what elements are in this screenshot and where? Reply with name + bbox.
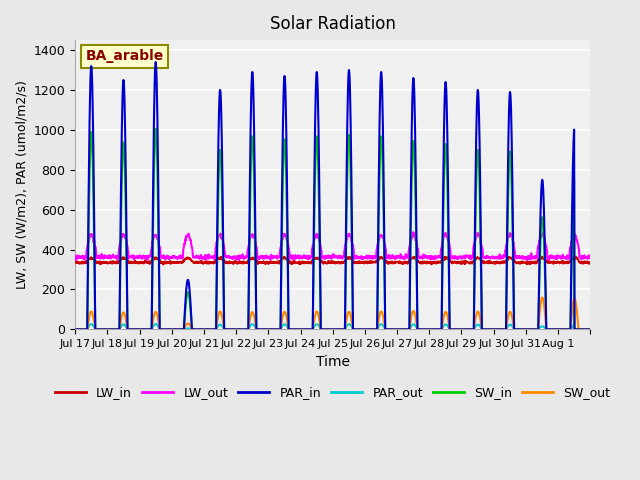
LW_in bbox=[572, 254, 579, 260]
Y-axis label: LW, SW (W/m2), PAR (umol/m2/s): LW, SW (W/m2), PAR (umol/m2/s) bbox=[15, 80, 28, 289]
Line: SW_in: SW_in bbox=[75, 129, 590, 329]
LW_out bbox=[71, 254, 79, 260]
Legend: LW_in, LW_out, PAR_in, PAR_out, SW_in, SW_out: LW_in, LW_out, PAR_in, PAR_out, SW_in, S… bbox=[50, 381, 616, 404]
PAR_in bbox=[319, 326, 327, 332]
LW_in bbox=[159, 262, 167, 267]
PAR_out bbox=[586, 326, 594, 332]
PAR_in bbox=[454, 326, 462, 332]
PAR_in bbox=[152, 61, 160, 67]
SW_out bbox=[538, 295, 546, 300]
SW_out bbox=[580, 326, 588, 332]
SW_out bbox=[586, 326, 594, 332]
LW_out bbox=[580, 255, 588, 261]
LW_out bbox=[310, 242, 317, 248]
PAR_out bbox=[152, 321, 159, 327]
LW_out bbox=[152, 232, 159, 238]
PAR_out bbox=[152, 321, 160, 327]
Line: LW_in: LW_in bbox=[75, 257, 590, 264]
LW_out bbox=[454, 254, 462, 260]
SW_out bbox=[454, 326, 461, 332]
SW_in bbox=[454, 326, 462, 332]
Line: PAR_in: PAR_in bbox=[75, 62, 590, 329]
LW_in bbox=[71, 259, 79, 265]
PAR_out bbox=[454, 326, 462, 332]
SW_in bbox=[530, 326, 538, 332]
PAR_out bbox=[580, 326, 588, 332]
LW_in bbox=[454, 259, 462, 264]
Title: Solar Radiation: Solar Radiation bbox=[270, 15, 396, 33]
LW_in bbox=[310, 257, 317, 263]
SW_in bbox=[71, 326, 79, 332]
X-axis label: Time: Time bbox=[316, 355, 349, 369]
SW_in bbox=[319, 326, 327, 332]
PAR_in bbox=[71, 326, 79, 332]
SW_out bbox=[309, 324, 317, 330]
LW_out bbox=[410, 229, 417, 235]
Text: BA_arable: BA_arable bbox=[86, 49, 164, 63]
LW_out bbox=[530, 254, 538, 260]
PAR_out bbox=[530, 326, 538, 332]
PAR_in bbox=[530, 326, 538, 332]
PAR_out bbox=[319, 326, 327, 332]
Line: PAR_out: PAR_out bbox=[75, 324, 590, 329]
PAR_out bbox=[71, 326, 79, 332]
SW_out bbox=[152, 309, 159, 315]
SW_out bbox=[71, 326, 79, 332]
PAR_in bbox=[310, 260, 317, 265]
LW_in bbox=[319, 259, 327, 265]
PAR_in bbox=[152, 59, 159, 65]
SW_out bbox=[319, 326, 326, 332]
SW_in bbox=[152, 126, 159, 132]
SW_out bbox=[529, 326, 537, 332]
LW_in bbox=[586, 261, 594, 266]
LW_out bbox=[586, 252, 594, 258]
LW_in bbox=[580, 259, 588, 265]
Line: SW_out: SW_out bbox=[75, 298, 590, 329]
LW_out bbox=[319, 255, 327, 261]
PAR_in bbox=[580, 326, 588, 332]
PAR_out bbox=[310, 325, 317, 331]
SW_in bbox=[152, 128, 160, 133]
SW_in bbox=[580, 326, 588, 332]
SW_in bbox=[586, 326, 594, 332]
LW_in bbox=[152, 255, 159, 261]
LW_in bbox=[530, 260, 538, 265]
SW_in bbox=[310, 276, 317, 282]
LW_out bbox=[235, 257, 243, 263]
Line: LW_out: LW_out bbox=[75, 232, 590, 260]
PAR_in bbox=[586, 326, 594, 332]
